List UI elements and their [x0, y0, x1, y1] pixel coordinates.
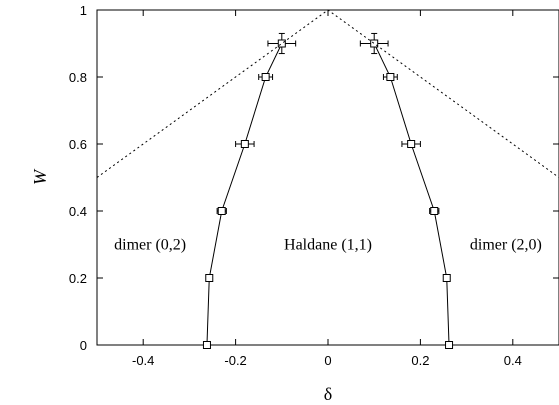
data-point-marker: [386, 73, 395, 81]
y-tick-label: 1: [80, 3, 87, 18]
data-point-marker: [445, 341, 454, 349]
data-point-marker: [430, 207, 439, 215]
x-tick-label: 0.4: [504, 353, 522, 368]
data-point-marker: [442, 274, 451, 282]
y-tick-label: 0: [80, 338, 87, 353]
data-point-marker: [240, 140, 249, 148]
y-tick-label: 0.2: [69, 271, 87, 286]
data-point-marker: [370, 39, 379, 48]
data-point-marker: [205, 274, 214, 282]
series-line-0: [206, 43, 283, 346]
y-tick-label: 0.4: [69, 204, 87, 219]
data-point-marker: [277, 39, 286, 48]
region-label: dimer (2,0): [470, 237, 542, 254]
y-axis-title: W: [30, 168, 50, 185]
y-tick-label: 0.6: [69, 137, 87, 152]
series-layer: [96, 9, 559, 349]
series-line-2: [96, 9, 559, 178]
x-tick-label: -0.4: [132, 353, 154, 368]
series-line-1: [373, 43, 450, 346]
y-tick-label: 0.8: [69, 70, 87, 85]
x-tick-label: 0.2: [411, 353, 429, 368]
x-tick-label: -0.2: [224, 353, 246, 368]
data-point-marker: [202, 341, 211, 349]
axes: -0.4 -0.2 0 0.2 0.4 0 0.2 0.4 0.6 0.8 1: [69, 3, 559, 368]
label-layer: dimer (0,2) Haldane (1,1) dimer (2,0): [114, 237, 542, 254]
region-label: dimer (0,2): [114, 237, 186, 254]
plot-frame: [96, 9, 559, 346]
data-point-marker: [261, 73, 270, 81]
data-point-marker: [217, 207, 226, 215]
x-axis-title: δ: [324, 384, 332, 404]
region-label: Haldane (1,1): [284, 237, 372, 254]
data-point-marker: [407, 140, 416, 148]
x-tick-label: 0: [324, 353, 331, 368]
